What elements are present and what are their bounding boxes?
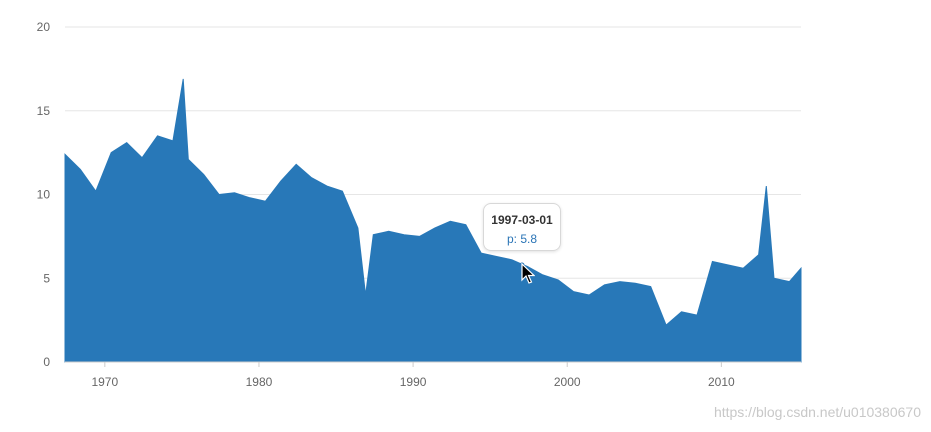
x-axis: 1970 1980 1990 2000 2010: [91, 362, 735, 389]
x-tick-label: 2010: [708, 375, 735, 389]
y-tick-label: 20: [37, 20, 51, 34]
chart-tooltip: 1997-03-01 p: 5.8: [483, 203, 561, 251]
watermark-text: https://blog.csdn.net/u010380670: [713, 404, 921, 420]
mouse-pointer-icon: [521, 263, 535, 284]
x-tick-label: 1980: [246, 375, 273, 389]
x-tick-label: 2000: [554, 375, 581, 389]
y-tick-label: 10: [37, 188, 51, 202]
series-area[interactable]: [64, 78, 802, 363]
tooltip-value: p: 5.8: [506, 232, 538, 246]
y-tick-label: 15: [37, 104, 51, 118]
tooltip-date: 1997-03-01: [491, 213, 553, 227]
y-axis: 0 5 10 15 20: [37, 20, 51, 369]
y-tick-label: 5: [43, 271, 50, 285]
y-tick-label: 0: [43, 355, 50, 369]
series-layer[interactable]: [64, 78, 802, 363]
x-tick-label: 1970: [91, 375, 118, 389]
x-tick-label: 1990: [400, 375, 427, 389]
